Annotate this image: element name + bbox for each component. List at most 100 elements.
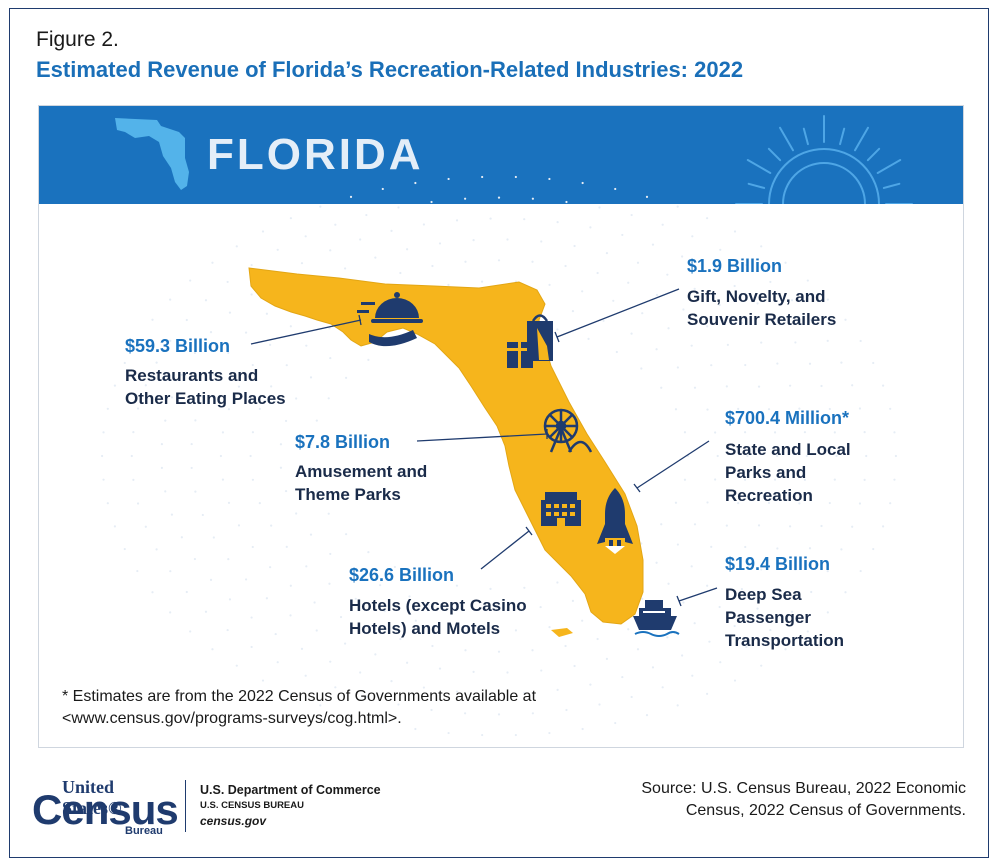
census-bureau-logo[interactable]: United States® Census Bureau [32,777,179,837]
background-dot [212,536,215,539]
sunburst-ray [746,159,772,174]
background-dot [190,466,193,470]
background-dot [826,339,829,342]
background-dot [737,502,740,505]
background-dot [185,318,188,322]
background-dot [250,616,253,619]
background-dot [235,245,238,248]
background-dot [447,177,450,181]
background-dot [365,695,368,699]
background-dot [170,396,174,399]
background-dot [808,362,812,365]
source-line: Source: U.S. Census Bureau, 2022 Economi… [641,780,966,797]
background-dot [676,366,679,369]
background-dot [102,478,105,481]
background-dot [422,686,425,689]
category-restaurants: Restaurants and Other Eating Places [125,364,286,410]
background-dot [423,577,426,580]
background-dot [438,242,442,245]
background-dot [258,502,261,505]
background-dot [144,525,147,528]
background-dot [826,611,829,614]
background-dot [228,311,232,314]
background-dot [319,704,322,707]
background-dot [284,489,288,493]
background-dot [472,607,476,610]
background-dot [170,513,174,516]
background-dot [136,407,140,410]
background-dot [872,547,875,551]
background-dot [661,686,664,689]
background-dot [160,443,164,446]
sunburst-icon [735,115,913,204]
background-dot [826,570,829,573]
background-dot [136,339,139,343]
background-dot [531,260,534,263]
background-dot [270,385,273,388]
background-dot [455,690,459,693]
category-gift-retailers: Gift, Novelty, and Souvenir Retailers [687,285,836,331]
background-dot [881,525,885,528]
background-dot [894,454,898,458]
background-dot [760,664,763,667]
background-dot [681,654,684,657]
background-dot [893,431,896,434]
background-dot [211,648,214,651]
cruise-ship-icon [633,600,680,637]
background-dot [155,361,158,364]
background-dot [798,502,801,505]
background-dot [251,431,255,434]
background-dot [636,648,640,651]
background-dot [565,200,568,204]
background-dot [151,591,154,594]
background-dot [705,217,709,220]
background-dot [776,454,779,458]
background-dot [863,478,866,481]
background-dot [497,650,501,653]
background-dot [359,671,362,674]
background-dot [250,293,253,296]
background-dot [683,431,687,434]
background-dot [794,341,797,344]
background-dot [718,303,721,307]
background-dot [189,630,192,633]
category-line: Passenger [725,608,811,627]
background-dot [660,386,663,389]
background-dot [319,205,322,208]
background-dot [540,240,543,243]
background-dot [805,454,808,458]
background-dot [674,501,678,504]
background-dot [506,671,509,674]
background-dot [169,570,172,573]
background-dot [651,666,655,669]
category-line: State and Local [725,440,851,459]
background-dot [718,605,721,609]
background-dot [612,299,615,302]
background-dot [660,523,663,526]
background-dot [227,557,230,561]
background-dot [136,502,140,505]
background-dot [472,239,475,242]
background-dot [789,525,792,528]
background-dot [666,636,669,639]
source-note: Source: U.S. Census Bureau, 2022 Economi… [641,778,966,822]
census-gov-link[interactable]: census.gov [200,814,267,828]
background-dot [621,233,624,237]
background-dot [859,569,862,573]
background-dot [237,524,241,527]
background-dot [374,256,377,259]
background-dot [221,431,225,434]
space-shuttle-icon [597,488,633,554]
background-dot [489,217,492,220]
category-line: Recreation [725,486,813,505]
background-dot [393,565,396,569]
background-dot [328,327,331,330]
sunburst-ray [876,159,902,174]
sunburst-ray [854,126,869,152]
background-dot [228,598,232,601]
background-dot [769,628,772,632]
background-dot [349,195,353,198]
background-dot [691,674,694,677]
background-dot [776,362,779,365]
background-dot [833,478,836,481]
